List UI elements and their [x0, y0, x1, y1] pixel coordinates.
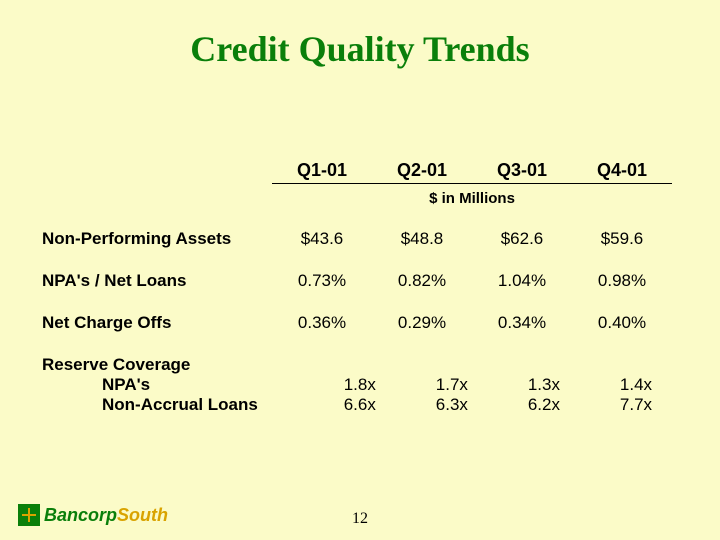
table-header-row: Q1-01 Q2-01 Q3-01 Q4-01 — [42, 160, 682, 184]
cell: 1.8x — [314, 375, 406, 395]
cell: 6.2x — [498, 395, 590, 415]
cell: 1.3x — [498, 375, 590, 395]
cell: $59.6 — [572, 229, 672, 249]
row-label: NPA's — [42, 375, 314, 395]
cell: 0.36% — [272, 313, 372, 333]
table-row: Non-Accrual Loans 6.6x 6.3x 6.2x 7.7x — [42, 395, 682, 415]
table-row: Net Charge Offs 0.36% 0.29% 0.34% 0.40% — [42, 313, 682, 333]
row-label: NPA's / Net Loans — [42, 271, 272, 291]
table-row: NPA's / Net Loans 0.73% 0.82% 1.04% 0.98… — [42, 271, 682, 291]
cell: 0.29% — [372, 313, 472, 333]
cell: $62.6 — [472, 229, 572, 249]
cell: 0.34% — [472, 313, 572, 333]
cell: 1.4x — [590, 375, 682, 395]
cell: $48.8 — [372, 229, 472, 249]
table-row: Non-Performing Assets $43.6 $48.8 $62.6 … — [42, 229, 682, 249]
col-header: Q3-01 — [472, 160, 572, 184]
row-label: Reserve Coverage — [42, 355, 272, 375]
row-label: Non-Accrual Loans — [42, 395, 314, 415]
cell: 1.7x — [406, 375, 498, 395]
col-header: Q4-01 — [572, 160, 672, 184]
cell: 6.6x — [314, 395, 406, 415]
cell: $43.6 — [272, 229, 372, 249]
cell: 0.40% — [572, 313, 672, 333]
cell: 0.82% — [372, 271, 472, 291]
col-header: Q2-01 — [372, 160, 472, 184]
cell: 0.73% — [272, 271, 372, 291]
cell: 1.04% — [472, 271, 572, 291]
data-table: Q1-01 Q2-01 Q3-01 Q4-01 $ in Millions No… — [42, 160, 682, 415]
table-row: NPA's 1.8x 1.7x 1.3x 1.4x — [42, 375, 682, 395]
table-group-header: Reserve Coverage — [42, 355, 682, 375]
cell: 6.3x — [406, 395, 498, 415]
row-label: Net Charge Offs — [42, 313, 272, 333]
cell: 0.98% — [572, 271, 672, 291]
row-label: Non-Performing Assets — [42, 229, 272, 249]
col-header: Q1-01 — [272, 160, 372, 184]
table-unit-label: $ in Millions — [272, 190, 672, 207]
page-number: 12 — [0, 510, 720, 528]
cell: 7.7x — [590, 395, 682, 415]
page-title: Credit Quality Trends — [0, 28, 720, 70]
